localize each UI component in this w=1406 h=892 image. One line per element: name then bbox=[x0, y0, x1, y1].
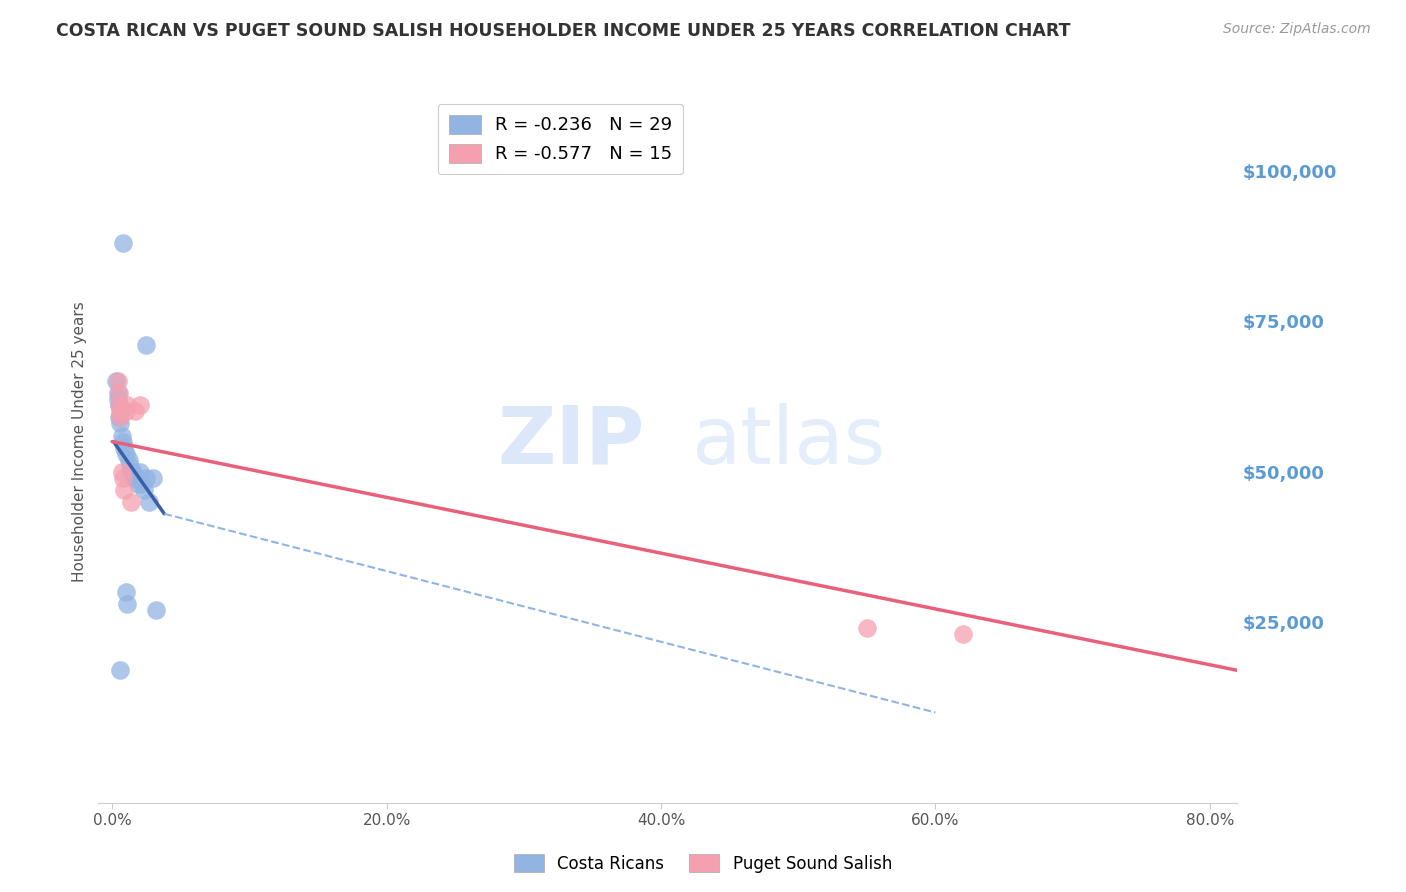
Point bbox=[120, 465, 142, 479]
Point bbox=[112, 470, 135, 484]
Point bbox=[121, 465, 143, 479]
Point bbox=[122, 470, 145, 484]
Point bbox=[107, 374, 129, 388]
Point bbox=[114, 483, 136, 497]
Point bbox=[115, 398, 138, 412]
Point bbox=[135, 470, 157, 484]
Point bbox=[118, 458, 141, 473]
Point bbox=[111, 428, 134, 442]
Point bbox=[128, 398, 150, 412]
Text: COSTA RICAN VS PUGET SOUND SALISH HOUSEHOLDER INCOME UNDER 25 YEARS CORRELATION : COSTA RICAN VS PUGET SOUND SALISH HOUSEH… bbox=[56, 22, 1071, 40]
Point bbox=[125, 470, 148, 484]
Point bbox=[115, 446, 138, 460]
Point bbox=[105, 374, 128, 388]
Point bbox=[138, 494, 160, 508]
Point bbox=[115, 597, 138, 611]
Point bbox=[117, 452, 139, 467]
Legend: R = -0.236   N = 29, R = -0.577   N = 15: R = -0.236 N = 29, R = -0.577 N = 15 bbox=[437, 103, 683, 174]
Point bbox=[110, 404, 132, 418]
Point bbox=[110, 410, 132, 425]
Point bbox=[111, 465, 134, 479]
Point bbox=[114, 441, 136, 455]
Point bbox=[115, 404, 138, 418]
Point bbox=[145, 603, 167, 617]
Point bbox=[135, 338, 157, 352]
Point bbox=[132, 483, 155, 497]
Point bbox=[128, 465, 150, 479]
Point bbox=[131, 476, 153, 491]
Point bbox=[952, 627, 974, 641]
Point bbox=[120, 494, 142, 508]
Point bbox=[124, 404, 146, 418]
Point bbox=[112, 434, 135, 449]
Point bbox=[108, 386, 131, 401]
Point bbox=[112, 235, 135, 250]
Point bbox=[110, 417, 132, 431]
Point bbox=[107, 386, 129, 401]
Point bbox=[110, 664, 132, 678]
Point bbox=[107, 392, 129, 407]
Point bbox=[127, 476, 149, 491]
Legend: Costa Ricans, Puget Sound Salish: Costa Ricans, Puget Sound Salish bbox=[508, 847, 898, 880]
Point bbox=[115, 585, 138, 599]
Text: Source: ZipAtlas.com: Source: ZipAtlas.com bbox=[1223, 22, 1371, 37]
Text: atlas: atlas bbox=[690, 402, 884, 481]
Point bbox=[108, 398, 131, 412]
Point bbox=[108, 410, 131, 425]
Y-axis label: Householder Income Under 25 years: Householder Income Under 25 years bbox=[72, 301, 87, 582]
Point bbox=[856, 621, 879, 635]
Text: ZIP: ZIP bbox=[498, 402, 645, 481]
Point bbox=[142, 470, 165, 484]
Point bbox=[108, 398, 131, 412]
